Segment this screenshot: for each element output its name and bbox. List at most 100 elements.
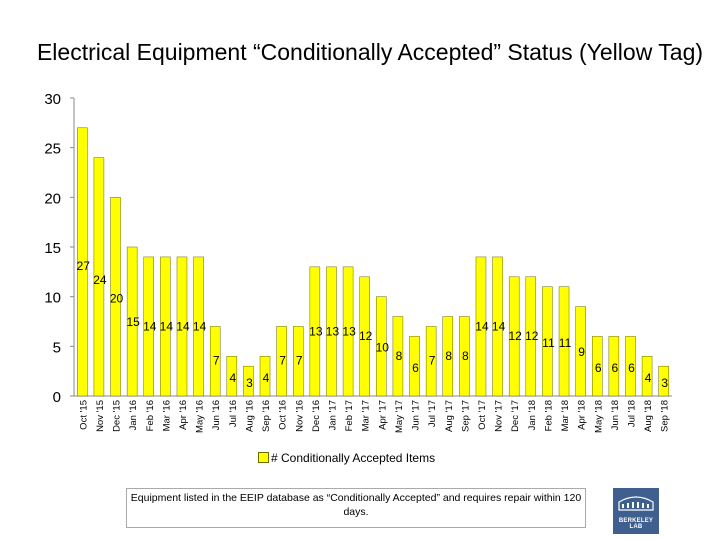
bar [143,256,154,397]
footnote: Equipment listed in the EEIP database as… [126,488,586,528]
data-label: 7 [296,354,303,368]
data-label: 14 [176,320,190,334]
x-tick-label: Oct '15 [78,400,89,430]
bars [77,127,669,397]
y-tick-label: 30 [44,91,61,108]
data-label: 6 [412,361,419,375]
x-tick-label: Apr '18 [577,400,588,430]
data-label: 27 [77,259,91,273]
x-tick-label: Jan '17 [327,400,338,430]
data-label: 4 [229,371,236,385]
data-label: 8 [396,349,403,363]
bar [376,296,387,397]
data-label: 13 [342,324,356,338]
x-tick-label: Aug '16 [244,400,255,432]
bar [542,286,553,397]
bar [525,276,537,397]
x-tick-label: Apr '17 [377,400,388,430]
data-label: 11 [542,336,555,350]
data-label: 12 [525,329,539,343]
x-tick-label: Jun '16 [211,400,222,430]
data-label: 7 [429,354,436,368]
legend-label: # Conditionally Accepted Items [271,451,436,465]
x-tick-label: Jan '18 [527,400,538,430]
x-tick-label: Apr '16 [178,400,189,430]
x-tick-label: Dec '17 [510,400,521,432]
x-tick-label: Oct '17 [477,400,488,430]
bar [558,286,570,397]
bar [392,316,404,397]
data-label: 13 [326,324,340,338]
data-label: 24 [93,273,107,287]
bar [176,256,188,397]
x-tick-label: Sep '16 [261,400,272,432]
x-tick-label: Jul '18 [626,400,637,427]
bar [110,197,121,397]
bar [508,276,520,397]
berkeley-lab-logo: BERKELEY LAB [613,488,659,534]
y-tick-label: 10 [44,290,61,307]
x-tick-label: Mar '18 [560,400,571,431]
data-label: 20 [110,292,124,306]
x-tick-label: Jul '17 [427,400,438,427]
bar [243,365,254,397]
bar [309,266,321,397]
y-tick-label: 5 [53,339,61,356]
x-tick-label: Feb '16 [145,400,156,431]
x-tick-label: May '18 [593,400,604,433]
data-label: 14 [193,320,207,334]
y-tick-label: 15 [44,240,61,257]
bar [259,356,271,397]
data-label: 14 [492,320,506,334]
x-tick-label: Nov '17 [494,400,505,432]
data-label: 14 [475,320,489,334]
x-tick-label: Aug '18 [643,400,654,432]
y-tick-label: 0 [53,389,61,406]
bar [625,336,636,397]
bar [276,326,287,397]
data-label: 7 [213,354,220,368]
x-tick-label: May '17 [394,400,405,433]
bar [342,266,354,397]
bar [209,326,221,397]
data-label: 7 [279,354,286,368]
x-tick-label: Dec '15 [112,400,123,432]
data-label: 6 [595,361,602,375]
data-label: 12 [359,329,373,343]
x-tick-label: Jan '16 [128,400,139,430]
x-tick-label: Sep '17 [460,400,471,432]
bar [608,336,620,397]
bar [409,336,420,397]
bar [492,256,503,397]
bar [326,266,337,397]
data-label: 8 [462,349,469,363]
bar [459,316,470,397]
data-label: 9 [578,345,585,359]
x-tick-label: Feb '17 [344,400,355,431]
x-tick-label: Jul '16 [228,400,239,427]
data-label: 10 [376,340,390,354]
x-tick-label: Jun '17 [411,400,422,430]
data-label: 4 [263,371,270,385]
bar [293,326,304,397]
bar [425,326,437,397]
x-tick-label: Nov '16 [294,400,305,432]
bar [359,276,370,397]
x-tick-label: May '16 [195,400,206,433]
bar [475,256,487,397]
chart-title: Electrical Equipment “Conditionally Acce… [36,39,704,65]
data-label: 3 [246,376,253,390]
x-tick-label: Mar '17 [361,400,372,431]
bar [592,336,603,397]
x-tick-label: Jun '18 [610,400,621,430]
building-icon [618,496,654,511]
x-tick-label: Oct '16 [278,400,289,430]
data-label: 12 [509,329,523,343]
data-label: 6 [628,361,635,375]
y-tick-label: 20 [44,190,61,207]
x-tick-label: Nov '15 [95,400,106,432]
data-label: 11 [559,336,572,350]
